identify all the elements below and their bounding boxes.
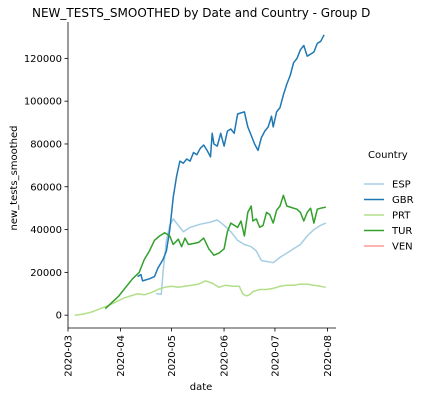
series-line-tur	[104, 194, 326, 310]
x-tick-label: 2020-03	[64, 335, 75, 377]
y-tick-label: 20000	[30, 268, 62, 279]
series-line-gbr	[137, 34, 325, 282]
x-tick-label: 2020-06	[220, 335, 231, 377]
legend-label-gbr: GBR	[392, 195, 414, 206]
y-tick-label: 80000	[30, 139, 62, 150]
legend-title: Country	[368, 150, 408, 161]
x-axis-label: date	[190, 382, 213, 393]
y-tick-label: 100000	[24, 97, 62, 108]
x-tick-label: 2020-08	[323, 335, 334, 377]
legend-label-prt: PRT	[392, 211, 411, 222]
plot-lines	[74, 34, 327, 316]
y-tick-label: 40000	[30, 225, 62, 236]
series-line-prt	[74, 280, 326, 316]
x-tick-label: 2020-07	[270, 335, 281, 377]
x-axis: 2020-03 2020-04 2020-05 2020-06 2020-07 2020-…	[64, 327, 336, 377]
y-axis-label: new_tests_smoothed	[9, 125, 20, 230]
x-tick-label: 2020-05	[167, 335, 178, 377]
chart-title: NEW_TESTS_SMOOTHED by Date and Country -…	[32, 6, 370, 20]
legend: Country ESP GBR PRT TUR VEN	[364, 150, 414, 253]
legend-label-esp: ESP	[392, 180, 411, 191]
y-axis: 0 20000 40000 60000 80000 100000 120000	[24, 22, 69, 328]
y-tick-label: 120000	[24, 54, 62, 65]
y-tick-label: 0	[56, 311, 62, 322]
y-tick-label: 60000	[30, 182, 62, 193]
legend-label-ven: VEN	[392, 242, 413, 253]
legend-label-tur: TUR	[391, 226, 412, 237]
x-tick-label: 2020-04	[116, 335, 127, 377]
series-line-esp	[156, 218, 327, 295]
